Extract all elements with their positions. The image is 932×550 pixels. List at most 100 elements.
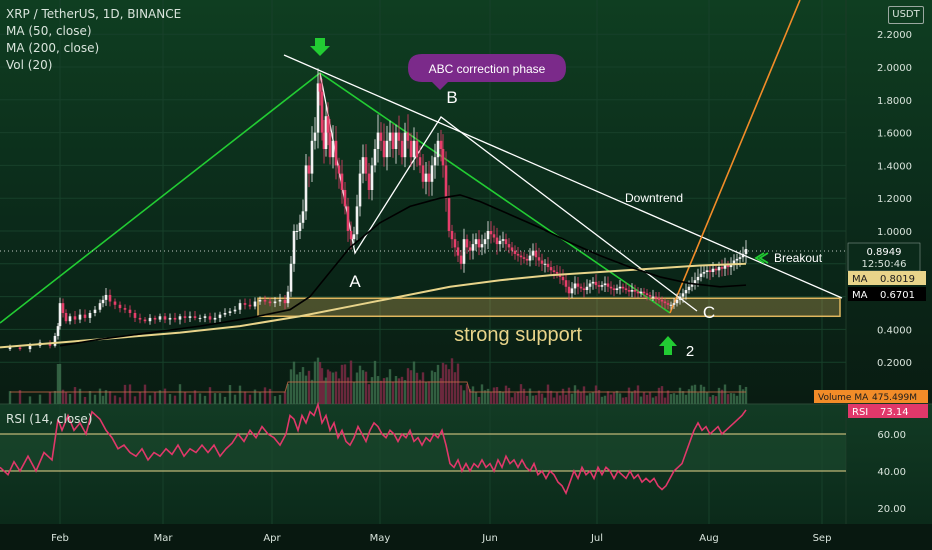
volume-bar xyxy=(600,396,604,404)
candle-body xyxy=(549,267,553,271)
candle-body xyxy=(328,132,332,158)
candle-body xyxy=(498,240,502,245)
volume-bar xyxy=(301,367,305,404)
candle-body xyxy=(555,272,559,274)
candle-body xyxy=(233,309,237,312)
candle-body xyxy=(642,291,646,294)
volume-bar xyxy=(564,394,568,404)
volume-bar xyxy=(158,390,162,404)
candle-body xyxy=(738,257,742,259)
volume-bar xyxy=(28,396,32,404)
volume-bar xyxy=(412,361,416,404)
candle-body xyxy=(450,231,454,240)
candle-body xyxy=(675,299,679,304)
volume-bar xyxy=(480,384,484,404)
candle-body xyxy=(61,303,65,313)
volume-bar xyxy=(732,393,736,404)
volume-bar xyxy=(316,357,320,404)
volume-bar xyxy=(546,384,550,404)
rsi-tick-label: 60.00 xyxy=(877,430,906,441)
rsi-tag-label: RSI xyxy=(852,407,868,418)
candle-body xyxy=(525,258,529,261)
month-label: Feb xyxy=(51,533,69,544)
candle-body xyxy=(651,296,655,298)
candle-body xyxy=(349,231,353,240)
candle-body xyxy=(403,132,407,158)
volume-bar xyxy=(424,382,428,404)
volume-bar xyxy=(579,392,583,404)
volume-bar xyxy=(630,391,634,404)
last-price-text: 0.8949 xyxy=(867,247,902,258)
candle-body xyxy=(516,253,520,256)
volume-bar xyxy=(738,385,742,404)
breakout-label: Breakout xyxy=(774,251,823,265)
volume-bar xyxy=(492,387,496,404)
candle-body xyxy=(660,299,664,302)
candle-body xyxy=(465,239,469,248)
volume-bar xyxy=(430,370,434,404)
volume-bar xyxy=(193,390,197,404)
currency-badge[interactable]: USDT xyxy=(888,6,924,24)
candle-body xyxy=(108,294,112,302)
ma50-legend: MA (50, close) xyxy=(6,24,92,38)
candle-body xyxy=(289,263,293,292)
volume-bar xyxy=(675,394,679,404)
candle-body xyxy=(409,140,413,158)
volume-bar xyxy=(313,361,317,404)
volume-bar xyxy=(519,384,523,404)
volume-bar xyxy=(253,389,257,404)
volume-bar xyxy=(678,387,682,404)
candle-body xyxy=(588,283,592,287)
volume-bars xyxy=(8,357,748,404)
price-tick-label: 2.0000 xyxy=(877,63,912,74)
price-tick-label: 1.6000 xyxy=(877,129,912,140)
candle-body xyxy=(483,239,487,245)
volume-bar xyxy=(248,394,252,404)
candle-body xyxy=(238,303,242,310)
candle-body xyxy=(56,326,60,336)
volume-bar xyxy=(409,370,413,404)
candle-body xyxy=(148,317,152,322)
volume-bar xyxy=(334,371,338,404)
candle-body xyxy=(324,116,328,149)
candle-body xyxy=(292,231,296,264)
candle-body xyxy=(397,132,401,141)
volume-ma-tag-label: Volume MA xyxy=(818,393,869,403)
candle-body xyxy=(337,165,341,174)
candle-body xyxy=(636,291,640,294)
volume-bar xyxy=(433,372,437,404)
candle-body xyxy=(654,296,658,299)
volume-bar xyxy=(624,397,628,404)
volume-bar xyxy=(263,387,267,404)
candle-body xyxy=(492,234,496,238)
volume-bar xyxy=(588,393,592,404)
candle-body xyxy=(594,281,598,286)
candle-body xyxy=(537,257,541,261)
volume-bar xyxy=(173,395,177,404)
candle-body xyxy=(364,157,368,174)
candle-body xyxy=(320,91,324,133)
candle-body xyxy=(519,255,523,258)
rsi-tag-box xyxy=(848,404,928,418)
candle-body xyxy=(138,317,142,320)
abc-callout-bubble xyxy=(408,54,566,90)
volume-bar xyxy=(118,397,122,404)
price-tick-label: 1.4000 xyxy=(877,161,912,172)
candle-body xyxy=(163,316,167,320)
candle-body xyxy=(579,286,583,289)
volume-bar xyxy=(153,392,157,404)
candle-body xyxy=(495,237,499,245)
candle-body xyxy=(486,231,490,240)
volume-bar xyxy=(73,387,77,404)
candle-body xyxy=(28,345,32,350)
volume-bar xyxy=(486,388,490,404)
volume-bar xyxy=(501,391,505,404)
candle-body xyxy=(633,290,637,292)
month-label: Sep xyxy=(813,533,832,544)
candle-body xyxy=(546,263,550,268)
candle-body xyxy=(326,116,330,133)
volume-bar xyxy=(53,390,57,404)
volume-bar xyxy=(367,384,371,404)
volume-bar xyxy=(64,392,68,404)
